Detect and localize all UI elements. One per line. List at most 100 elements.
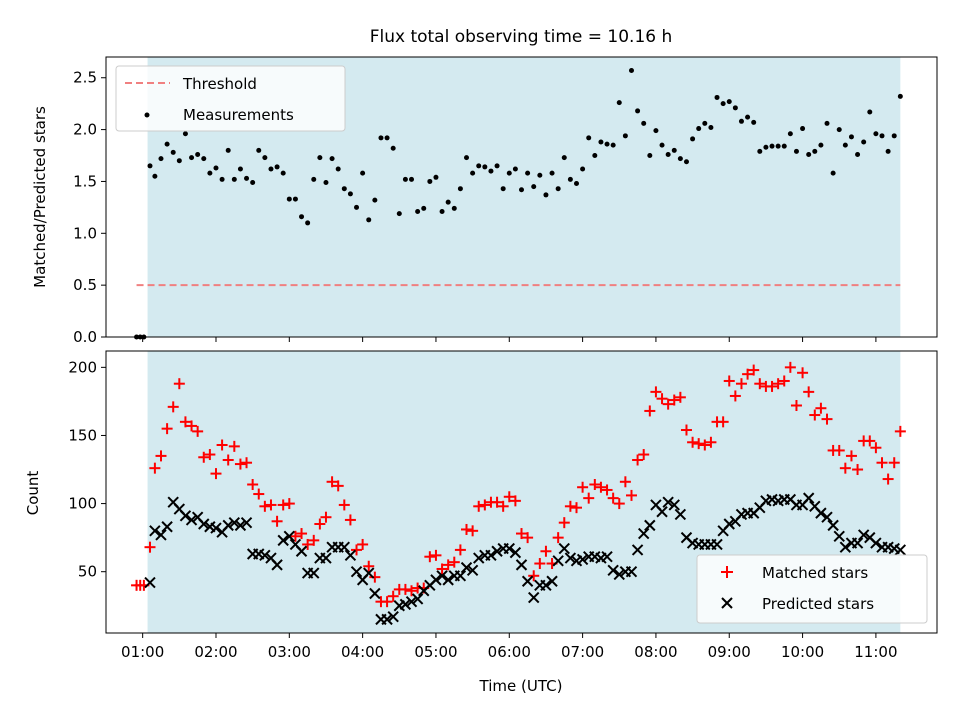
predicted-marker-b: [228, 516, 241, 529]
predicted-marker-b: [870, 537, 882, 549]
predicted-marker-b: [601, 551, 613, 563]
predicted-star-point: [552, 555, 564, 567]
matched-star-point: [699, 439, 711, 451]
predicted-marker-b: [650, 499, 662, 511]
predicted-star-point: [436, 570, 448, 582]
predicted-star-point: [558, 542, 570, 555]
top-plot-frame: [105, 56, 938, 338]
measurement-point: [714, 94, 720, 100]
measurement-point: [647, 153, 653, 159]
measurement-point: [415, 209, 421, 215]
predicted-star-point: [350, 565, 363, 578]
measurement-point: [225, 147, 231, 153]
matched-star-point: [363, 560, 375, 572]
predicted-marker-b: [674, 508, 687, 521]
predicted-star-point: [399, 598, 412, 611]
legend-matched-swatch: [721, 566, 733, 578]
predicted-star-point: [668, 499, 680, 511]
matched-star-point: [320, 511, 332, 523]
predicted-marker-b: [210, 522, 222, 534]
matched-star-point: [644, 405, 656, 417]
matched-star-point: [381, 596, 393, 608]
predicted-star-point: [198, 518, 210, 530]
predicted-star-point: [870, 537, 882, 549]
measurement-point: [549, 170, 555, 176]
predicted-star-point: [320, 552, 332, 564]
measurement-point: [537, 172, 543, 178]
predicted-star-point: [144, 576, 156, 589]
measurement-point: [873, 131, 879, 137]
matched-star-point: [534, 558, 546, 570]
predicted-star-point: [613, 568, 625, 581]
predicted-marker-b: [668, 499, 680, 511]
predicted-star-point: [283, 530, 296, 542]
predicted-marker-b: [631, 544, 644, 556]
predicted-star-point: [839, 541, 852, 553]
predicted-star-point: [381, 613, 393, 626]
matched-star-point: [271, 515, 283, 527]
predicted-marker-b: [851, 537, 864, 549]
measurement-point: [464, 155, 470, 161]
top-y-axis: 0.0 0.5 1.0 1.5 2.0 2.5: [73, 69, 106, 346]
legend-matched-label: Matched stars: [762, 564, 868, 582]
predicted-star-point: [503, 542, 515, 555]
measurement-point: [586, 135, 592, 141]
matched-star-point: [815, 402, 827, 414]
bottom-x-tick-label: 09:00: [708, 643, 751, 661]
matched-star-point: [314, 518, 326, 530]
bottom-x-axis: 01:00 02:00 03:00 04:00 05:00 06:00 07:00 08:00…: [121, 633, 898, 661]
matched-star-point: [619, 476, 631, 488]
matched-star-point: [540, 545, 552, 557]
predicted-marker-b: [625, 565, 638, 578]
predicted-marker-b: [540, 579, 552, 592]
predicted-star-point: [369, 587, 381, 600]
predicted-marker-b: [430, 574, 442, 586]
measurement-point: [696, 126, 702, 132]
matched-star-point: [613, 498, 625, 510]
measurement-point: [861, 139, 867, 145]
predicted-star-point: [363, 567, 375, 579]
predicted-marker-b: [338, 541, 351, 553]
matched-star-point: [406, 585, 418, 597]
measurement-point: [531, 184, 537, 190]
predicted-marker-b: [686, 537, 699, 549]
measurement-point: [451, 205, 457, 211]
measurement-point: [244, 175, 250, 181]
matched-star-point: [558, 517, 570, 529]
predicted-marker-b: [411, 593, 424, 605]
predicted-star-point: [485, 549, 497, 562]
matched-star-point: [888, 457, 900, 469]
measurement-point: [683, 159, 689, 165]
predicted-marker-b: [149, 525, 161, 537]
predicted-star-point: [442, 574, 454, 586]
predicted-star-point: [521, 575, 534, 587]
predicted-star-point: [821, 511, 833, 523]
predicted-star-point: [802, 492, 815, 504]
measurement-point: [708, 125, 714, 131]
measurement-point: [427, 178, 433, 184]
predicted-marker-b: [485, 549, 497, 562]
measurement-point: [635, 108, 641, 114]
matched-star-point: [723, 375, 735, 387]
predicted-star-point: [161, 521, 173, 533]
measurement-point: [256, 147, 262, 153]
bottom-panel: 50 100 150 200 01:00 02:00 03:00 04:00 05:00 06:…: [24, 350, 938, 695]
legend-predicted-swatch: [721, 597, 733, 609]
predicted-marker-b: [711, 538, 723, 551]
measurement-point: [299, 214, 305, 220]
matched-star-point: [253, 488, 265, 500]
measurement-point: [482, 164, 488, 170]
predicted-marker-b: [466, 564, 479, 577]
measurement-point: [476, 163, 482, 169]
matched-star-point: [210, 468, 222, 480]
measurement-point: [855, 151, 861, 157]
measurement-point: [439, 209, 445, 215]
predicted-marker-b: [442, 574, 454, 586]
matched-star-point: [729, 390, 741, 402]
matched-star-point: [234, 458, 246, 470]
measurement-point: [885, 148, 891, 154]
predicted-marker-b: [265, 552, 277, 564]
matched-star-point: [778, 375, 790, 387]
predicted-star-point: [509, 546, 522, 559]
predicted-marker-b: [405, 595, 418, 608]
